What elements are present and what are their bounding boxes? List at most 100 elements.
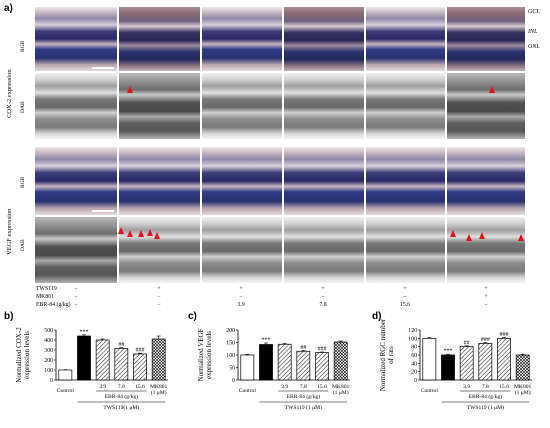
- bar: [259, 344, 273, 381]
- row-label-rgb-2: RGB: [20, 176, 26, 188]
- y-axis-label: Normalized RGC numberof rats: [379, 318, 395, 391]
- treatment-cell: −: [74, 286, 78, 292]
- bar: [515, 354, 530, 381]
- significance-label: ##: [118, 342, 124, 348]
- cox2-rgb-ebr-15-6: [365, 6, 446, 72]
- cox2-rgb-control: [34, 6, 118, 72]
- significance-label: ***: [80, 329, 89, 335]
- treatment-cell: −: [157, 294, 161, 300]
- x-tick-label: 7.8: [118, 384, 125, 390]
- y-tick-label: 200: [44, 358, 53, 364]
- x-tick-label: 7.8: [482, 384, 489, 390]
- red-arrowhead: [154, 232, 160, 239]
- y-axis-label-line: of rats: [387, 346, 395, 364]
- significance-label: ###: [481, 337, 490, 343]
- bar: [133, 353, 147, 381]
- x-tick-label: MK801: [332, 384, 350, 390]
- bar: [114, 348, 129, 381]
- treatment-cell: 3.9: [237, 302, 245, 308]
- chart-vegf: Normalized VEGFexpression levels 0 50 100 15…: [197, 328, 350, 411]
- significance-label: ###: [318, 347, 327, 353]
- x-tick-label: 3.9: [99, 384, 106, 390]
- vegf-dab-ebr-7-8: [283, 216, 365, 284]
- y-tick-label: 50: [229, 366, 235, 372]
- vegf-rgb-ebr-15-6: [365, 146, 446, 216]
- vegf-dab-control: [34, 216, 118, 284]
- significance-label: ***: [262, 338, 271, 344]
- y-axis-label: Normalized VEGFexpression levels: [197, 328, 213, 381]
- scale-bar-2: [92, 210, 114, 212]
- red-arrowhead: [127, 230, 133, 237]
- panel-letter-b: b): [4, 311, 14, 322]
- bar: [296, 350, 311, 381]
- red-arrowhead: [518, 234, 524, 241]
- row-label-dab-2: DAB: [20, 239, 26, 251]
- bar: [441, 354, 455, 381]
- scale-bar-1: [92, 67, 114, 69]
- treatment-cell: 7.8: [319, 302, 327, 308]
- y-tick-label: 400: [44, 338, 53, 344]
- red-arrowhead: [118, 227, 124, 234]
- vegf-rgb-tws119: [118, 146, 201, 216]
- x-tick-label: Control: [421, 388, 439, 394]
- significance-label: ***: [444, 349, 453, 355]
- bar: [422, 337, 437, 381]
- treatment-cell: +: [403, 286, 407, 292]
- gcl-label: GCL: [528, 9, 540, 15]
- y-tick-label: 20: [411, 370, 417, 376]
- treatment-cell: +: [157, 286, 161, 292]
- y-tick-label: 300: [44, 348, 53, 354]
- chart-rgc: Normalized RGC numberof rats 0 20 40 60 80 100…: [379, 318, 532, 411]
- x-tick-label: Control: [57, 388, 75, 394]
- vegf-rgb-control: [34, 146, 118, 216]
- row-label-dab-1: DAB: [20, 101, 26, 113]
- treatment-cell: +: [239, 286, 243, 292]
- y-axis-label-line: Normalized COX-2: [15, 327, 23, 383]
- chart-cox2: Normalized COX-2expression levels 0 100 200…: [15, 327, 168, 411]
- y-tick-label: 0: [414, 378, 417, 384]
- x-tick-label: (1 μM): [333, 389, 349, 396]
- red-arrowhead: [489, 86, 495, 93]
- treatment-cell: −: [74, 302, 78, 308]
- red-arrowhead: [147, 229, 153, 236]
- bar: [240, 354, 255, 381]
- y-tick-label: 150: [226, 341, 235, 347]
- cox2-rgb-ebr-3-9: [201, 6, 283, 72]
- vegf-rgb-mk801: [446, 146, 526, 216]
- vegf-section-label: VEGF expression: [6, 208, 13, 255]
- treatment-cell: −: [74, 294, 78, 300]
- treatment-cell: −: [239, 294, 243, 300]
- group-label: TWS119 (1 μM): [285, 404, 322, 411]
- y-axis-label-line: Normalized VEGF: [197, 328, 205, 381]
- treatment-cell: +: [321, 286, 325, 292]
- significance-label: ###: [500, 332, 509, 338]
- y-tick-label: 100: [408, 336, 417, 342]
- tws119-row-label: TWS119: [36, 286, 57, 292]
- x-tick-label: (1 μM): [515, 389, 531, 396]
- significance-label: ##: [300, 345, 306, 351]
- vegf-rgb-ebr-3-9: [201, 146, 283, 216]
- group-label: EBR-84 (g/kg): [469, 393, 503, 400]
- cox2-rgb-ebr-7-8: [283, 6, 365, 72]
- treatment-cell: −: [403, 294, 407, 300]
- y-tick-label: 500: [44, 328, 53, 334]
- group-label: TWS119 (1 μM): [467, 404, 504, 411]
- x-tick-label: 15.6: [317, 384, 327, 390]
- panel-letter-c: c): [188, 311, 197, 322]
- panel-letter-a: a): [4, 3, 13, 14]
- treatment-cell: 15.6: [399, 302, 411, 308]
- red-arrowhead: [466, 234, 472, 241]
- group-label: TWS119(1 μM): [103, 404, 139, 411]
- significance-label: ##: [464, 340, 470, 346]
- significance-label: ###: [136, 348, 145, 354]
- vegf-dab-tws119: [118, 216, 201, 284]
- bar: [151, 338, 166, 381]
- y-tick-label: 100: [226, 353, 235, 359]
- vegf-dab-ebr-15-6: [365, 216, 446, 284]
- bar: [333, 341, 348, 381]
- cox2-section-label: COX-2 expression: [6, 69, 13, 118]
- vegf-dab-mk801: [446, 216, 526, 284]
- treatment-cell: −: [157, 302, 161, 308]
- row-label-rgb-1: RGB: [20, 40, 26, 52]
- y-tick-label: 0: [232, 378, 235, 384]
